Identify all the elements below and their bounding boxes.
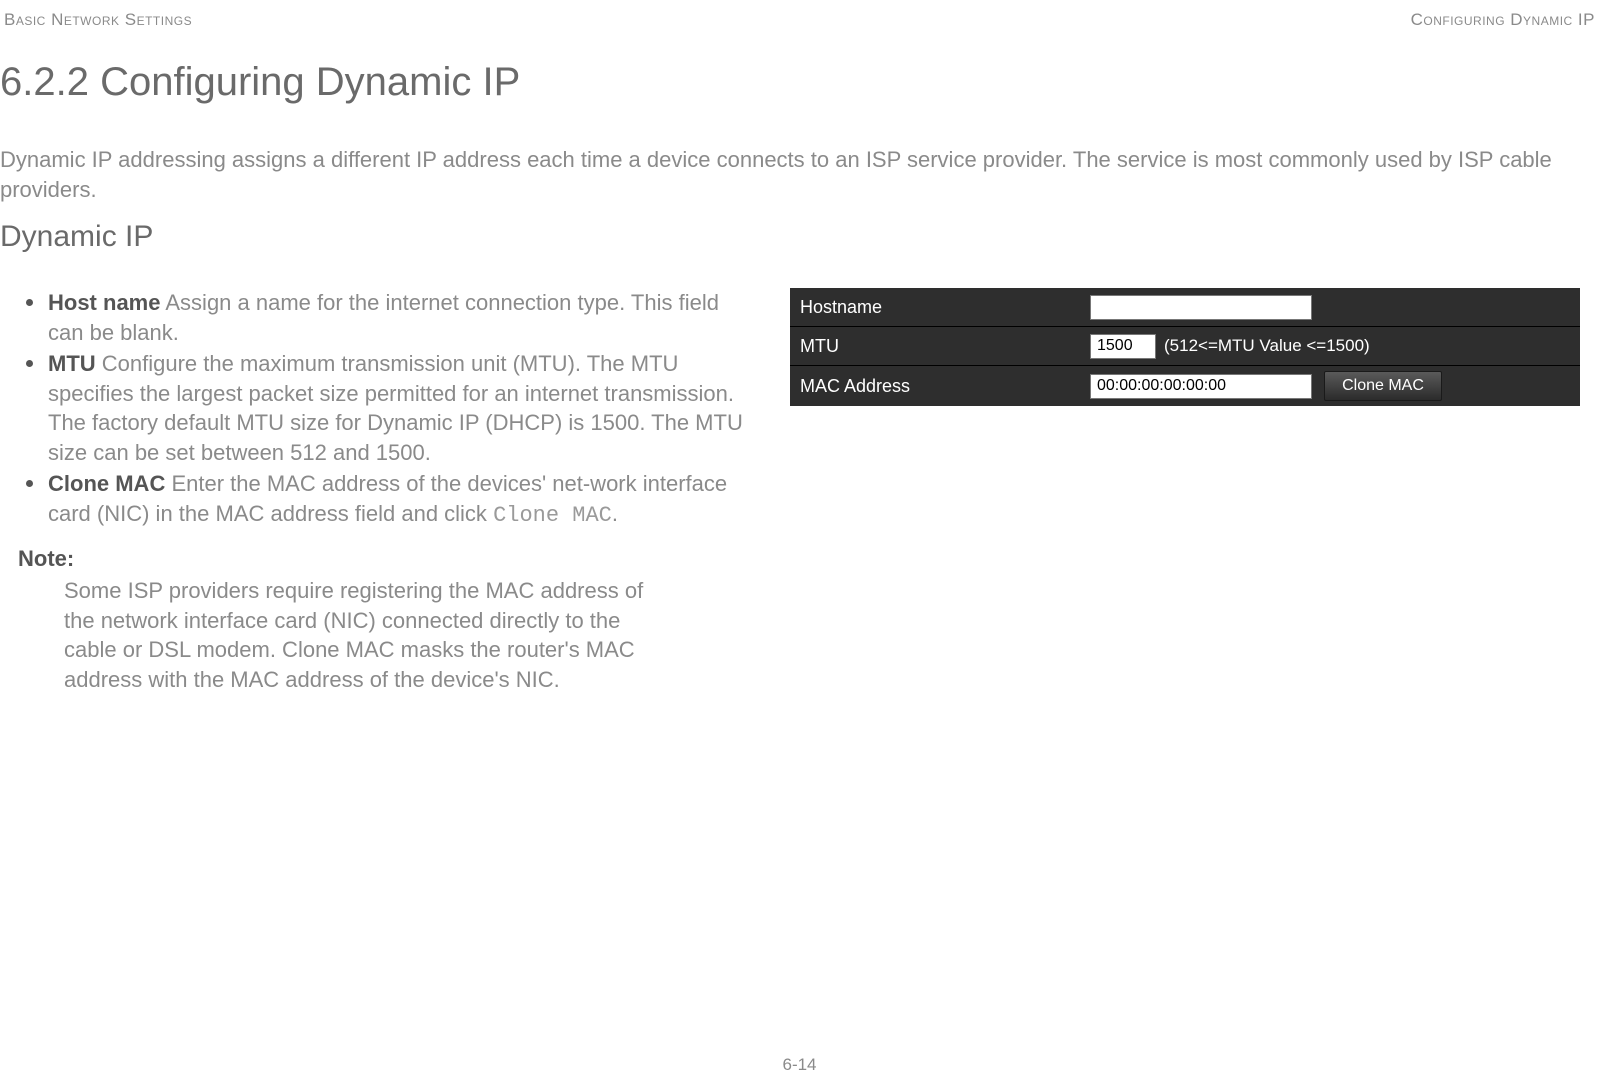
list-item: Clone MAC Enter the MAC address of the d… [48,469,760,530]
intro-text: Dynamic IP addressing assigns a differen… [0,145,1599,204]
term-clonemac: Clone MAC [48,471,165,496]
desc-clonemac-post: . [612,501,618,526]
note-label: Note: [18,546,760,572]
term-hostname: Host name [48,290,160,315]
list-item: MTU Configure the maximum transmission u… [48,349,760,467]
sub-heading: Dynamic IP [0,220,1599,254]
hostname-input[interactable] [1090,295,1312,320]
mac-label: MAC Address [790,376,1090,397]
mtu-input[interactable] [1090,334,1156,359]
desc-mtu: Configure the maximum transmission unit … [48,351,743,464]
clone-mac-button[interactable]: Clone MAC [1324,371,1442,401]
bullet-list: Host name Assign a name for the internet… [0,288,760,530]
code-clonemac: Clone MAC [493,503,612,528]
section-heading: 6.2.2 Configuring Dynamic IP [0,60,1599,105]
hostname-label: Hostname [790,297,1090,318]
mtu-hint: (512<=MTU Value <=1500) [1164,336,1370,356]
list-item: Host name Assign a name for the internet… [48,288,760,347]
note-body: Some ISP providers require registering t… [18,576,658,694]
settings-panel: Hostname MTU (512<=MTU Value <=1500) MAC… [790,288,1580,406]
header-right: Configuring Dynamic IP [1411,10,1595,30]
mac-input[interactable] [1090,374,1312,399]
term-mtu: MTU [48,351,96,376]
header-left: Basic Network Settings [4,10,192,30]
page-number: 6-14 [782,1055,816,1075]
mtu-label: MTU [790,336,1090,357]
